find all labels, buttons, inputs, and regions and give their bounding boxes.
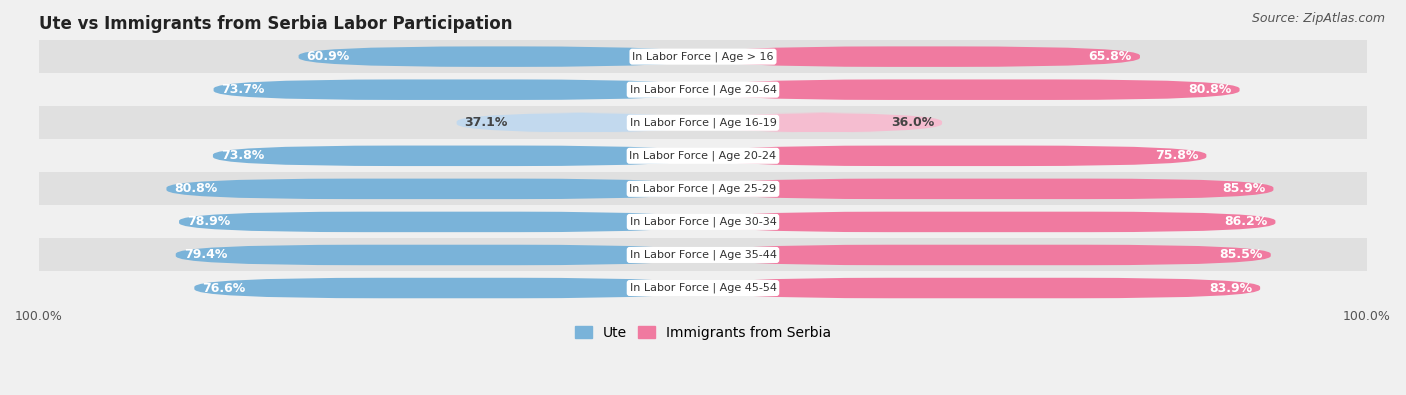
FancyBboxPatch shape	[703, 278, 1260, 298]
Text: 36.0%: 36.0%	[891, 116, 934, 129]
Text: 75.8%: 75.8%	[1154, 149, 1198, 162]
FancyBboxPatch shape	[703, 113, 942, 133]
Text: In Labor Force | Age 16-19: In Labor Force | Age 16-19	[630, 117, 776, 128]
FancyBboxPatch shape	[298, 46, 703, 67]
FancyBboxPatch shape	[179, 212, 703, 232]
Text: 80.8%: 80.8%	[1188, 83, 1232, 96]
Text: In Labor Force | Age 45-54: In Labor Force | Age 45-54	[630, 283, 776, 293]
Text: 65.8%: 65.8%	[1088, 50, 1132, 63]
FancyBboxPatch shape	[194, 278, 703, 298]
Text: Ute vs Immigrants from Serbia Labor Participation: Ute vs Immigrants from Serbia Labor Part…	[39, 15, 512, 33]
Text: 83.9%: 83.9%	[1209, 282, 1253, 295]
Text: In Labor Force | Age 25-29: In Labor Force | Age 25-29	[630, 184, 776, 194]
Bar	[39, 172, 1367, 205]
Bar	[39, 239, 1367, 271]
Bar	[39, 205, 1367, 239]
Legend: Ute, Immigrants from Serbia: Ute, Immigrants from Serbia	[569, 320, 837, 345]
FancyBboxPatch shape	[703, 46, 1140, 67]
Text: In Labor Force | Age 20-64: In Labor Force | Age 20-64	[630, 85, 776, 95]
Text: 78.9%: 78.9%	[187, 215, 231, 228]
Text: 76.6%: 76.6%	[202, 282, 246, 295]
Text: 73.8%: 73.8%	[221, 149, 264, 162]
Text: 79.4%: 79.4%	[184, 248, 228, 261]
Text: 37.1%: 37.1%	[464, 116, 508, 129]
Text: 86.2%: 86.2%	[1225, 215, 1267, 228]
Bar	[39, 106, 1367, 139]
Bar	[39, 40, 1367, 73]
FancyBboxPatch shape	[457, 113, 703, 133]
FancyBboxPatch shape	[703, 179, 1274, 199]
Text: 80.8%: 80.8%	[174, 182, 218, 196]
Bar	[39, 139, 1367, 172]
Text: 60.9%: 60.9%	[307, 50, 350, 63]
FancyBboxPatch shape	[703, 245, 1271, 265]
Text: 85.5%: 85.5%	[1219, 248, 1263, 261]
FancyBboxPatch shape	[703, 79, 1240, 100]
Text: In Labor Force | Age 20-24: In Labor Force | Age 20-24	[630, 150, 776, 161]
Text: In Labor Force | Age 35-44: In Labor Force | Age 35-44	[630, 250, 776, 260]
Bar	[39, 271, 1367, 305]
Text: 73.7%: 73.7%	[222, 83, 264, 96]
Bar	[39, 73, 1367, 106]
FancyBboxPatch shape	[176, 245, 703, 265]
Text: 85.9%: 85.9%	[1222, 182, 1265, 196]
Text: Source: ZipAtlas.com: Source: ZipAtlas.com	[1251, 12, 1385, 25]
FancyBboxPatch shape	[703, 145, 1206, 166]
FancyBboxPatch shape	[166, 179, 703, 199]
Text: In Labor Force | Age 30-34: In Labor Force | Age 30-34	[630, 217, 776, 227]
FancyBboxPatch shape	[703, 212, 1275, 232]
FancyBboxPatch shape	[214, 79, 703, 100]
FancyBboxPatch shape	[212, 145, 703, 166]
Text: In Labor Force | Age > 16: In Labor Force | Age > 16	[633, 51, 773, 62]
